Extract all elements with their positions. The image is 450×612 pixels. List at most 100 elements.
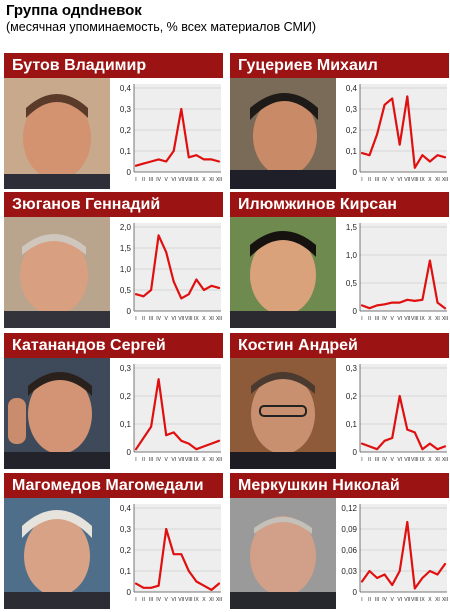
y-tick-label: 0: [127, 307, 132, 316]
page-subtitle: (месячная упоминаемость, % всех материал…: [6, 20, 317, 34]
x-tick-label: I: [135, 316, 136, 322]
y-tick-label: 1,5: [346, 223, 358, 232]
plot-area: [134, 223, 221, 311]
person-panel: Магомедов Магомедали 0 0,1 0,2 0,3 0,4 I II III…: [4, 473, 223, 609]
person-panel: Гуцериев Михаил 0 0,1 0,2 0,3 0,4 I II III IV V VI…: [230, 53, 449, 189]
y-tick-label: 0,1: [346, 147, 358, 156]
data-point: [376, 133, 378, 136]
x-tick-label: VIII: [185, 597, 193, 603]
mention-chart: 0 0,1 0,2 0,3 I II III IV V VI VII VIII IX X XI XII: [112, 360, 223, 469]
x-tick-label: IX: [420, 457, 425, 463]
x-tick-label: X: [428, 316, 432, 322]
chart-svg: 00,10,20,3I II III IV V VI VII VIII IX X XI XII: [346, 364, 448, 463]
chart-svg: 00,10,20,3I II III IV V VI VII VIII IX X XI XII: [120, 364, 222, 463]
data-point: [368, 154, 371, 157]
name-bar: Костин Андрей: [230, 333, 449, 358]
chart-svg: 00,10,20,30,4I II III IV V VI VII VIII IX X XI XII: [120, 84, 222, 183]
person-name: Магомедов Магомедали: [12, 477, 204, 494]
data-point: [361, 152, 363, 154]
data-point: [436, 573, 439, 576]
y-tick-label: 0,4: [120, 504, 132, 513]
x-tick-label: VI: [397, 597, 402, 603]
person-photo: [230, 498, 336, 609]
data-point: [368, 445, 371, 448]
data-point: [218, 582, 220, 585]
data-point: [180, 297, 183, 300]
person-name: Костин Андрей: [238, 337, 358, 354]
data-point: [421, 154, 424, 157]
name-bar: Бутов Владимир: [4, 53, 223, 78]
person-photo: [4, 217, 110, 328]
data-point: [180, 108, 183, 110]
y-tick-label: 0,09: [341, 525, 357, 534]
x-tick-label: XI: [209, 597, 214, 603]
y-tick-label: 0,2: [120, 126, 132, 135]
y-tick-label: 0,3: [120, 525, 132, 534]
page-header: Группа одndневок (месячная упоминаемость…: [6, 2, 446, 35]
x-tick-label: VIII: [185, 177, 193, 183]
x-tick-label: V: [391, 597, 395, 603]
x-tick-label: V: [391, 177, 395, 183]
series-line: [134, 378, 221, 451]
x-tick-label: XII: [442, 177, 448, 183]
data-point: [172, 150, 175, 152]
x-tick-label: I: [361, 597, 362, 603]
x-tick-label: VIII: [185, 316, 193, 322]
x-tick-label: VI: [171, 177, 176, 183]
data-point: [157, 584, 160, 587]
data-point: [135, 448, 137, 451]
data-point: [429, 570, 431, 572]
x-tick-label: II: [368, 177, 371, 183]
x-tick-label: II: [368, 457, 371, 463]
x-tick-label: XI: [435, 177, 440, 183]
x-tick-label: XI: [435, 316, 440, 322]
data-point: [218, 160, 220, 163]
y-tick-label: 0,12: [341, 504, 357, 513]
x-tick-label: III: [149, 316, 153, 322]
x-tick-label: VII: [404, 457, 410, 463]
x-tick-label: VI: [171, 457, 176, 463]
y-tick-label: 0,2: [346, 392, 358, 401]
x-tick-label: X: [202, 457, 206, 463]
y-tick-label: 0: [353, 448, 358, 457]
person-name: Меркушкин Николай: [238, 477, 400, 494]
x-tick-label: III: [375, 457, 379, 463]
data-point: [172, 431, 175, 434]
data-point: [406, 95, 409, 98]
y-tick-label: 0,1: [120, 147, 132, 156]
x-tick-label: VI: [397, 316, 402, 322]
series-line: [134, 527, 221, 592]
x-tick-label: XII: [442, 597, 448, 603]
data-point: [436, 301, 439, 304]
data-point: [368, 307, 371, 310]
x-tick-label: IX: [420, 177, 425, 183]
data-point: [195, 278, 198, 281]
y-tick-label: 0,3: [120, 364, 132, 373]
plot-area: [134, 364, 221, 452]
data-point: [187, 293, 190, 296]
y-tick-label: 0,3: [120, 105, 132, 114]
data-point: [218, 439, 220, 442]
x-tick-label: I: [135, 457, 136, 463]
x-tick-label: VI: [171, 316, 176, 322]
data-point: [218, 287, 220, 289]
x-tick-label: XI: [209, 457, 214, 463]
data-point: [413, 166, 416, 169]
mention-chart: 0 0,1 0,2 0,3 0,4 I II III IV V VI VII VIII IX X XI XII: [338, 80, 449, 189]
plot-area: [134, 504, 221, 592]
data-point: [180, 439, 183, 442]
x-tick-label: V: [165, 177, 169, 183]
data-point: [444, 563, 446, 565]
data-point: [195, 154, 198, 157]
y-tick-label: 0,5: [346, 279, 358, 288]
x-tick-label: II: [142, 316, 145, 322]
x-tick-label: X: [428, 457, 432, 463]
person-photo: [230, 358, 336, 469]
x-tick-label: II: [368, 316, 371, 322]
data-point: [383, 573, 386, 576]
data-point: [142, 162, 145, 165]
series-line: [360, 95, 447, 169]
data-point: [203, 445, 205, 448]
x-tick-label: VII: [404, 316, 410, 322]
x-tick-label: IX: [420, 597, 425, 603]
